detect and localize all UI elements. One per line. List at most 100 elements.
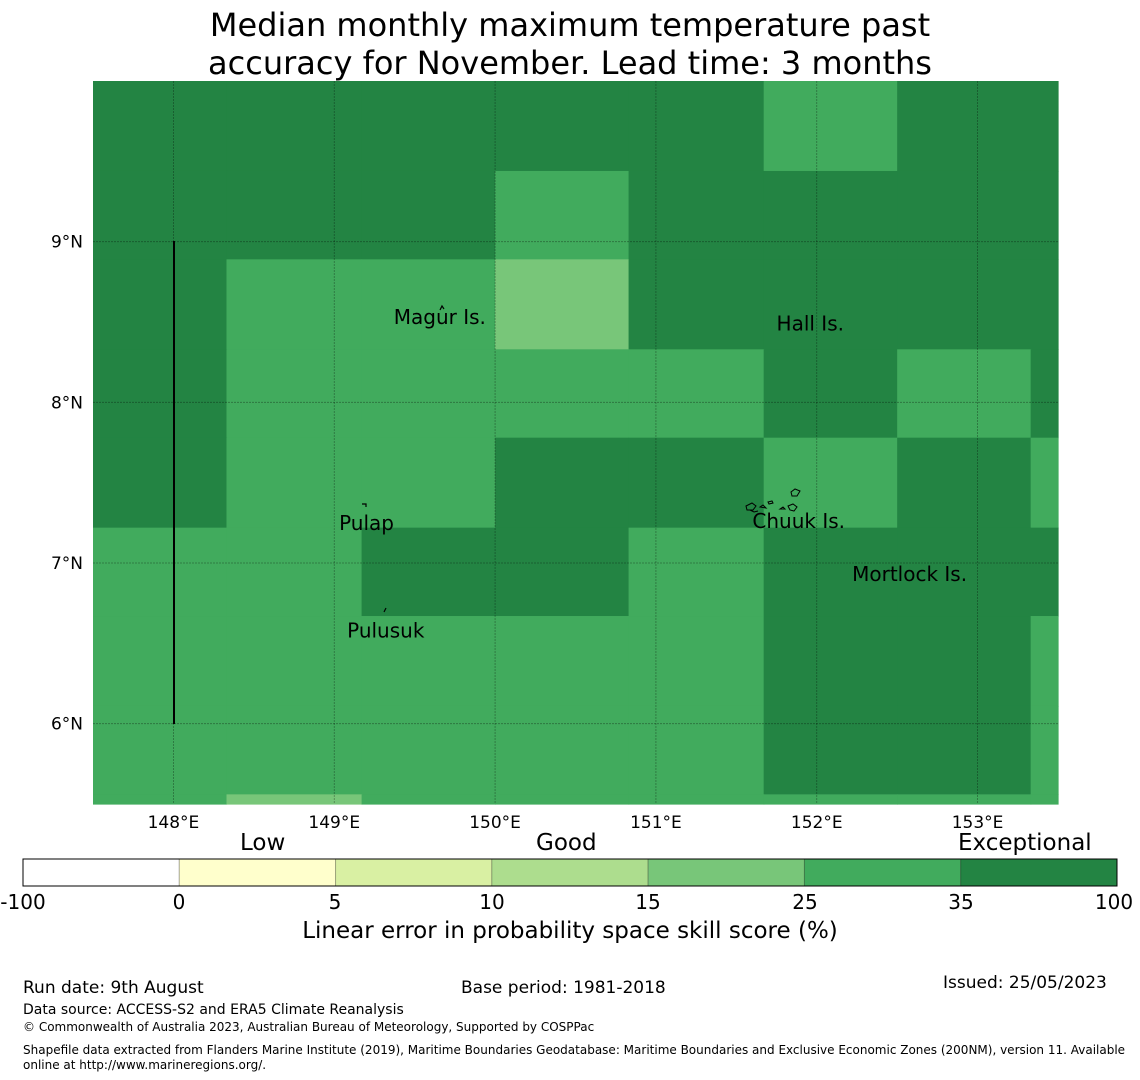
legend-category-low: Low [240,830,286,856]
heatmap-cell [226,259,363,350]
heatmap-cell [628,705,765,795]
heatmap-cell [226,81,363,172]
colorbar-segment [803,858,962,887]
heatmap-cell [1030,527,1059,617]
heatmap-cell [495,527,630,617]
shapefile-credit-line-1: Shapefile data extracted from Flanders M… [23,1043,1126,1057]
heatmap-cell [1030,616,1059,707]
place-label: Hall Is. [777,312,844,336]
heatmap-cell [628,437,765,529]
heatmap-cell [763,349,898,439]
heatmap-cell [897,794,1032,805]
heatmap-cell [897,437,1032,529]
heatmap-cell [897,349,1032,439]
heatmap-cell [495,794,630,805]
longitude-tick-label: 151°E [630,813,682,833]
heatmap-cell [361,81,496,172]
colorbar-frame [22,858,1118,887]
longitude-tick-label: 153°E [952,813,1004,833]
heatmap-cell [628,527,765,617]
heatmap-cell [93,527,228,617]
longitude-tick-label: 152°E [791,813,843,833]
heatmap-cell [763,259,898,350]
heatmap-cell [763,170,898,260]
island-outlines [362,304,801,613]
copyright: © Commonwealth of Australia 2023, Austra… [23,1020,595,1034]
place-label: Pulap [339,511,394,535]
heatmap-cell [628,170,765,260]
heatmap-cell [226,349,363,439]
heatmap-cell [226,616,363,707]
heatmap-cell [1030,794,1059,805]
colorbar-tick: 15 [635,890,661,914]
data-source: Data source: ACCESS-S2 and ERA5 Climate … [23,1002,404,1018]
heatmap-cell [93,170,228,260]
colorbar-tick: 10 [479,890,505,914]
heatmap-cell [495,170,630,260]
heatmap-cell [495,616,630,707]
heatmap-cell [361,349,496,439]
heatmap-cell [628,259,765,350]
graticule [93,81,1058,804]
heatmap-cell [361,170,496,260]
heatmap-cell [93,616,228,707]
heatmap-cell [897,81,1032,172]
heatmap-cell [495,81,630,172]
latitude-tick-label: 9°N [51,233,83,253]
heatmap-cell [226,705,363,795]
heatmap-cell [226,170,363,260]
heatmap-cell [361,705,496,795]
heatmap-cell [361,616,496,707]
place-label: Pulusuk [347,618,425,642]
shapefile-credit-line-2: online at http://www.marineregions.org/. [23,1058,267,1072]
run-date: Run date: 9th August [23,978,204,998]
heatmap-cell [1030,170,1059,260]
heatmap-cell [361,794,496,805]
heatmap-cell [763,616,898,707]
place-labels: Magur Is. Hall Is. Pulap Chuuk Is. Mortlock … [339,305,967,642]
heatmap-cell [628,794,765,805]
heatmap-cell [1030,259,1059,350]
heatmap-cell [628,616,765,707]
heatmap-cell [897,705,1032,795]
colorbar-label: Linear error in probability space skill … [302,918,838,944]
base-period: Base period: 1981-2018 [461,978,666,998]
heatmap-cell [628,81,765,172]
axis-ticks: 148°E 149°E 150°E 151°E 152°E 153°E 9°N 8°N 7°N 6… [51,233,1003,833]
place-label: Magur Is. [394,305,486,329]
heatmap-cell [1030,81,1059,172]
colorbar-segment [647,858,805,887]
heatmap-cell [763,527,898,617]
longitude-tick-label: 149°E [308,813,360,833]
longitude-tick-label: 150°E [469,813,521,833]
map-title: Median monthly maximum temperature past … [0,6,1140,82]
heatmap-cell [93,794,228,805]
colorbar-tick: 100 [1094,890,1134,914]
colorbar-segment [335,858,493,887]
colorbar [22,858,1118,887]
colorbar-tick: 25 [792,890,818,914]
heatmap-cell [495,259,630,350]
colorbar-tick: -100 [0,890,46,914]
heatmap-cell [628,349,765,439]
colorbar-segment [22,858,180,887]
legend-category-good: Good [536,830,597,856]
title-line-1: Median monthly maximum temperature past [209,6,931,44]
heatmap-cell [361,527,496,617]
heatmap-cell [495,705,630,795]
heatmap-cell [763,705,898,795]
heatmap-cell [897,616,1032,707]
chuuk-lagoon-outline [745,488,801,513]
colorbar-tick: 0 [172,890,186,914]
heatmap-cell [93,705,228,795]
colorbar-tick: 35 [948,890,974,914]
place-label: Chuuk Is. [752,509,845,533]
latitude-tick-label: 6°N [51,715,83,735]
place-label: Mortlock Is. [852,562,967,586]
heatmap-cell [495,349,630,439]
heatmap-cell [1030,349,1059,439]
issued-date: Issued: 25/05/2023 [943,973,1107,993]
heatmap-cell [495,437,630,529]
longitude-tick-label: 148°E [148,813,200,833]
